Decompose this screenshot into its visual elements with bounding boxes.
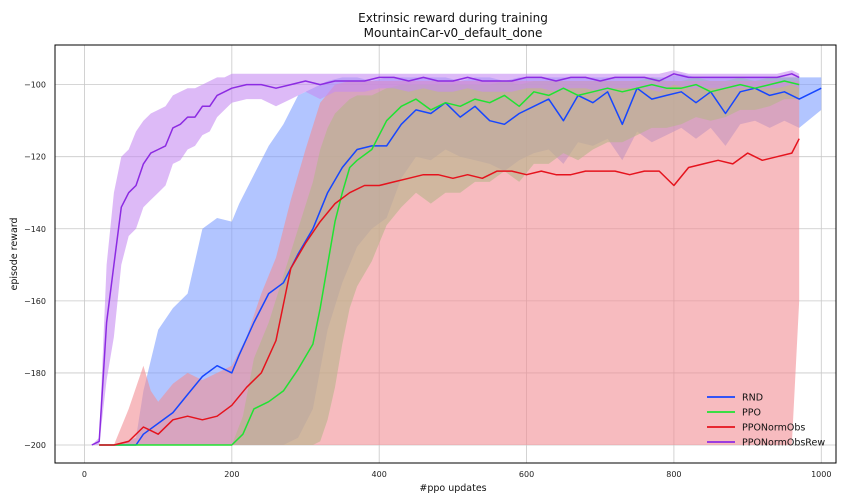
legend: RND PPO PPONormObs PPONormObsRew: [707, 393, 825, 449]
x-tick-label: 0: [82, 470, 87, 479]
series-line: [99, 80, 800, 446]
series-line: [99, 87, 822, 446]
y-tick-label: −100: [24, 81, 46, 90]
x-tick-label: 800: [666, 470, 681, 479]
x-tick-label: 1000: [811, 470, 831, 479]
y-axis-label: episode reward: [9, 217, 20, 290]
series-line: [91, 73, 800, 446]
legend-label: PPONormObs: [742, 423, 805, 434]
series-lines: [91, 73, 822, 446]
y-tick-label: −120: [24, 153, 46, 162]
legend-label: PPO: [742, 408, 761, 419]
chart-subtitle: MountainCar-v0_default_done: [364, 26, 543, 40]
y-tick-label: −140: [24, 225, 46, 234]
legend-label: PPONormObsRew: [742, 438, 825, 449]
y-tick-label: −200: [24, 441, 46, 450]
x-axis-label: #ppo updates: [419, 483, 486, 494]
x-tick-label: 600: [519, 470, 534, 479]
plot-area-frame: [54, 44, 837, 464]
chart-title: Extrinsic reward during training: [358, 11, 548, 25]
y-tick-label: −160: [24, 297, 46, 306]
confidence-bands: [91, 70, 822, 446]
axis-ticks: 0 200 400 600 800 1000 −200 −180 −160 −140 −120 −10…: [24, 81, 831, 479]
series-line: [99, 138, 800, 446]
y-tick-label: −180: [24, 369, 46, 378]
x-tick-label: 400: [372, 470, 387, 479]
legend-label: RND: [742, 393, 763, 404]
confidence-band: [99, 81, 800, 445]
x-tick-label: 200: [224, 470, 239, 479]
